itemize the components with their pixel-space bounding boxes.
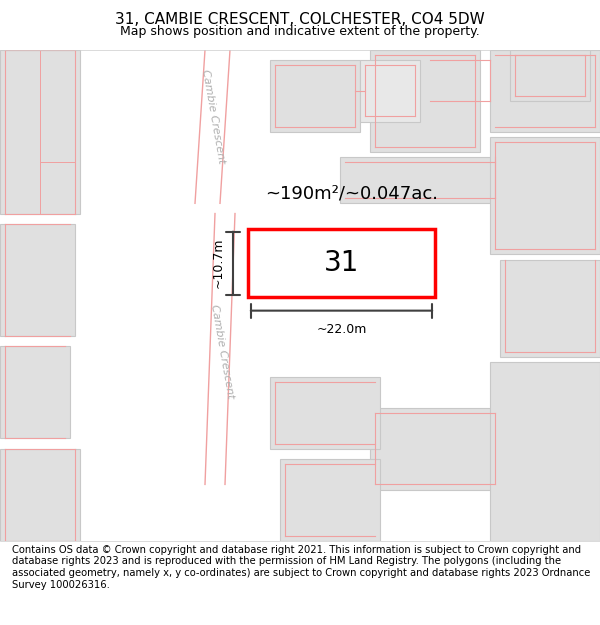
Text: Cambie Crescent: Cambie Crescent [209,304,235,399]
Text: 31: 31 [324,249,359,277]
Polygon shape [270,60,360,132]
Polygon shape [370,408,500,489]
Polygon shape [490,50,600,132]
Polygon shape [0,50,80,214]
Text: ~22.0m: ~22.0m [316,323,367,336]
Polygon shape [490,137,600,254]
Polygon shape [500,259,600,357]
Polygon shape [490,362,600,541]
Bar [248,229,435,298]
Polygon shape [340,158,500,203]
Polygon shape [280,459,380,541]
Polygon shape [360,60,420,121]
Polygon shape [510,50,590,101]
Text: Cambie Crescent: Cambie Crescent [200,69,226,164]
Polygon shape [270,377,380,449]
Polygon shape [0,224,75,336]
Text: ~190m²/~0.047ac.: ~190m²/~0.047ac. [265,184,438,202]
Text: ~10.7m: ~10.7m [212,238,225,288]
Text: 31, CAMBIE CRESCENT, COLCHESTER, CO4 5DW: 31, CAMBIE CRESCENT, COLCHESTER, CO4 5DW [115,12,485,28]
Polygon shape [0,346,70,438]
Polygon shape [0,449,80,541]
Text: Contains OS data © Crown copyright and database right 2021. This information is : Contains OS data © Crown copyright and d… [12,545,590,589]
Text: Map shows position and indicative extent of the property.: Map shows position and indicative extent… [120,24,480,38]
Polygon shape [370,50,480,152]
